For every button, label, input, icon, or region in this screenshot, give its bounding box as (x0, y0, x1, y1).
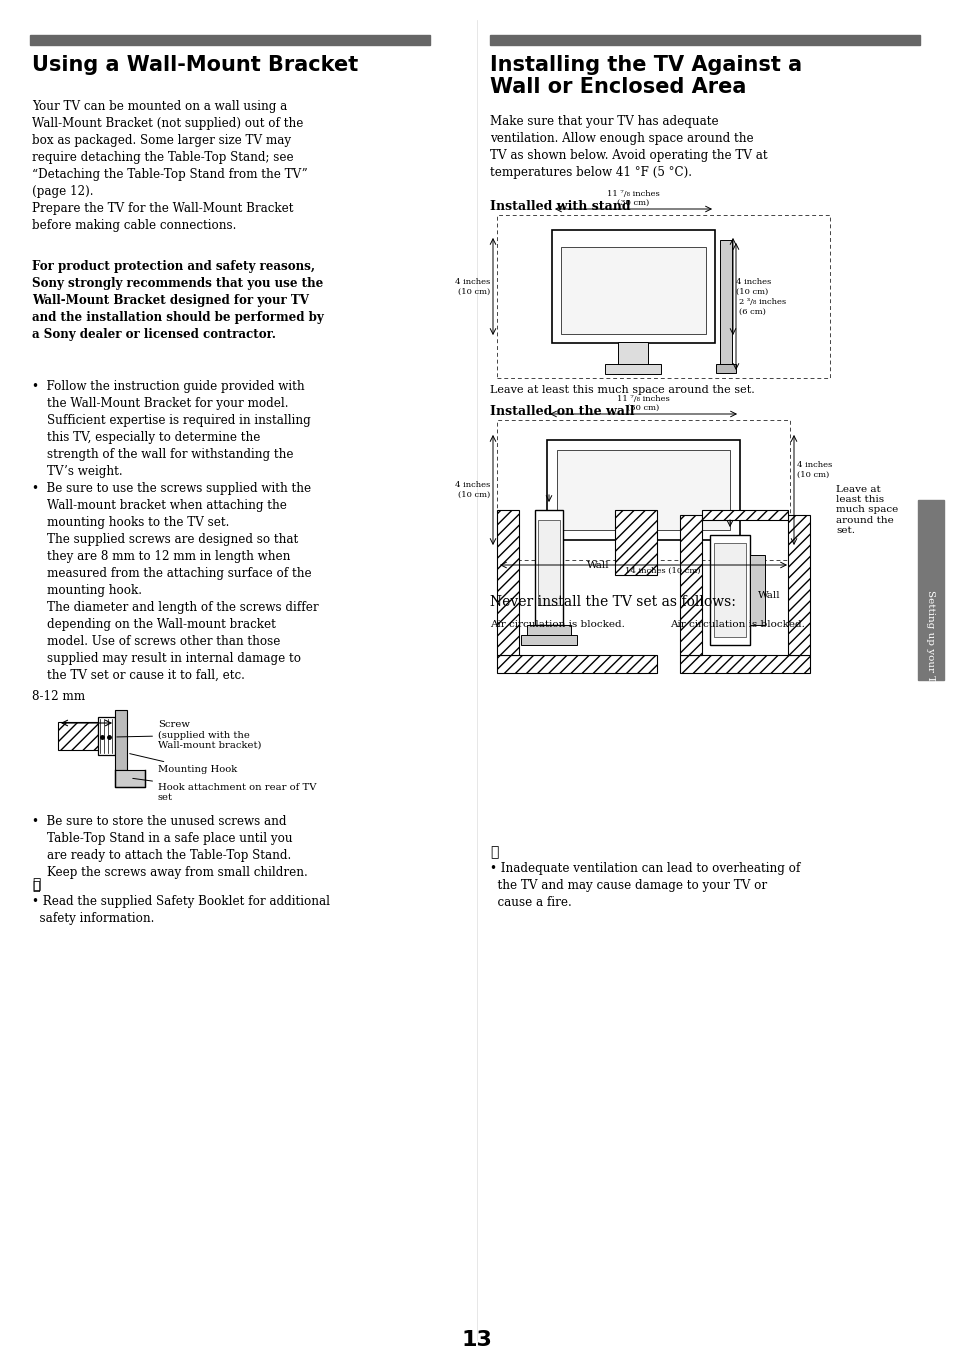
Text: Setting up your TV: Setting up your TV (925, 590, 935, 690)
Text: •  Follow the instruction guide provided with
    the Wall-Mount Bracket for you: • Follow the instruction guide provided … (32, 380, 318, 682)
Bar (679, 515, 701, 655)
Text: Installed with stand: Installed with stand (490, 199, 630, 213)
Bar (709, 536, 749, 645)
Bar (917, 500, 943, 679)
Bar (537, 519, 559, 605)
Text: Air circulation is blocked.: Air circulation is blocked. (669, 620, 804, 629)
Text: Your TV can be mounted on a wall using a
Wall-Mount Bracket (not supplied) out o: Your TV can be mounted on a wall using a… (32, 100, 308, 232)
Bar (713, 542, 745, 637)
Text: 4 inches
(10 cm): 4 inches (10 cm) (455, 481, 490, 499)
Bar (98, 717, 115, 755)
Bar (716, 363, 735, 373)
Bar (30, 35, 430, 45)
Text: For product protection and safety reasons,
Sony strongly recommends that you use: For product protection and safety reason… (32, 260, 323, 340)
Text: Leave at
least this
much space
around the
set.: Leave at least this much space around th… (835, 484, 898, 536)
Text: Air circulation is blocked.: Air circulation is blocked. (490, 620, 624, 629)
Bar (560, 247, 705, 334)
Text: Hook attachment on rear of TV
set: Hook attachment on rear of TV set (132, 778, 316, 803)
Bar (546, 439, 740, 540)
Text: 11 ⁷/₈ inches
(30 cm): 11 ⁷/₈ inches (30 cm) (616, 395, 669, 412)
Bar (604, 363, 660, 374)
Text: Installing the TV Against a
Wall or Enclosed Area: Installing the TV Against a Wall or Encl… (490, 56, 801, 96)
Bar (679, 655, 809, 673)
Text: Leave at least this much space around the set.: Leave at least this much space around th… (490, 385, 754, 395)
Text: 4 inches
(10 cm): 4 inches (10 cm) (796, 461, 831, 479)
Bar (552, 231, 714, 343)
Bar (701, 510, 787, 519)
Bar (618, 342, 647, 374)
Bar (58, 721, 98, 750)
Bar (520, 635, 577, 645)
Bar (497, 655, 657, 673)
Bar (497, 420, 789, 560)
Bar (490, 35, 919, 45)
Bar (497, 510, 518, 655)
Bar (535, 510, 562, 625)
Text: Installed on the wall: Installed on the wall (490, 405, 634, 418)
Text: ℒ: ℒ (490, 845, 497, 858)
Bar (720, 240, 731, 373)
Text: 2 ³/₈ inches
(6 cm): 2 ³/₈ inches (6 cm) (739, 298, 785, 316)
Text: Wall: Wall (586, 560, 609, 570)
Text: ℒ: ℒ (32, 877, 40, 891)
Text: 14 inches (10 cm): 14 inches (10 cm) (624, 567, 700, 575)
Bar (115, 711, 127, 770)
Text: 4 inches
(10 cm): 4 inches (10 cm) (735, 278, 770, 296)
Text: Screw
(supplied with the
Wall-mount bracket): Screw (supplied with the Wall-mount brac… (116, 720, 261, 750)
Text: 8-12 mm: 8-12 mm (32, 690, 85, 702)
Bar (787, 515, 809, 655)
Bar (115, 770, 145, 786)
Text: 13: 13 (461, 1330, 492, 1351)
Text: 4 inches
(10 cm): 4 inches (10 cm) (455, 278, 490, 296)
Text: Mounting Hook: Mounting Hook (130, 754, 237, 774)
Text: • Read the supplied Safety Booklet for additional
  safety information.: • Read the supplied Safety Booklet for a… (32, 895, 330, 925)
Bar (497, 216, 829, 378)
Bar (557, 450, 729, 530)
Text: Using a Wall-Mount Bracket: Using a Wall-Mount Bracket (32, 56, 358, 75)
Text: Wall: Wall (758, 590, 780, 599)
Text: • Inadequate ventilation can lead to overheating of
  the TV and may cause damag: • Inadequate ventilation can lead to ove… (490, 862, 800, 909)
Bar (749, 555, 764, 625)
Bar (615, 510, 657, 575)
Text: Never install the TV set as follows:: Never install the TV set as follows: (490, 595, 735, 609)
Text: •  Be sure to store the unused screws and
    Table-Top Stand in a safe place un: • Be sure to store the unused screws and… (32, 815, 308, 879)
Text: ℒ: ℒ (32, 880, 39, 894)
Bar (526, 625, 571, 637)
Text: 11 ⁷/₈ inches
(30 cm): 11 ⁷/₈ inches (30 cm) (606, 190, 659, 207)
Text: Make sure that your TV has adequate
ventilation. Allow enough space around the
T: Make sure that your TV has adequate vent… (490, 115, 767, 179)
